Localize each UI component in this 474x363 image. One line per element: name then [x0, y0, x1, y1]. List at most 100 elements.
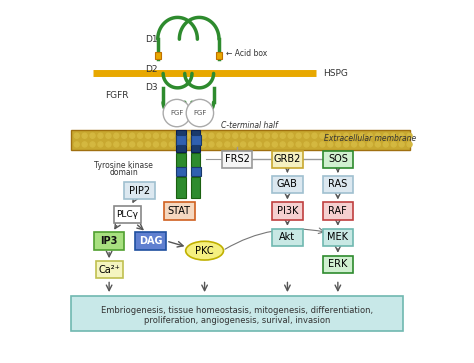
- Circle shape: [320, 142, 325, 147]
- Circle shape: [407, 133, 412, 138]
- Circle shape: [367, 133, 373, 138]
- Circle shape: [248, 133, 254, 138]
- Circle shape: [272, 142, 277, 147]
- FancyBboxPatch shape: [272, 176, 303, 193]
- FancyBboxPatch shape: [96, 261, 123, 278]
- FancyBboxPatch shape: [176, 153, 186, 167]
- Circle shape: [106, 133, 111, 138]
- Text: Tyrosine kinase: Tyrosine kinase: [94, 160, 153, 170]
- Circle shape: [114, 142, 119, 147]
- Circle shape: [264, 133, 269, 138]
- Circle shape: [375, 133, 380, 138]
- Circle shape: [209, 133, 214, 138]
- Circle shape: [90, 142, 95, 147]
- FancyBboxPatch shape: [176, 167, 186, 176]
- Circle shape: [233, 142, 238, 147]
- Text: domain: domain: [109, 168, 138, 177]
- FancyBboxPatch shape: [176, 177, 186, 198]
- Circle shape: [256, 142, 262, 147]
- Circle shape: [320, 133, 325, 138]
- Circle shape: [352, 142, 356, 147]
- Circle shape: [383, 142, 388, 147]
- Text: D2: D2: [145, 65, 158, 74]
- FancyBboxPatch shape: [216, 52, 222, 59]
- FancyBboxPatch shape: [191, 167, 201, 176]
- Circle shape: [312, 133, 317, 138]
- Circle shape: [233, 133, 238, 138]
- Circle shape: [256, 133, 262, 138]
- Circle shape: [193, 133, 198, 138]
- Text: GRB2: GRB2: [274, 154, 301, 164]
- Circle shape: [209, 142, 214, 147]
- Text: FGF: FGF: [193, 110, 207, 116]
- Circle shape: [185, 133, 190, 138]
- FancyBboxPatch shape: [322, 256, 353, 273]
- Circle shape: [352, 133, 356, 138]
- Circle shape: [288, 142, 293, 147]
- Circle shape: [217, 142, 222, 147]
- Text: C-terminal half: C-terminal half: [221, 121, 278, 130]
- Text: RAF: RAF: [328, 206, 347, 216]
- Circle shape: [201, 142, 206, 147]
- Circle shape: [74, 142, 79, 147]
- Text: D1: D1: [145, 35, 158, 44]
- Text: DAG: DAG: [139, 236, 162, 246]
- Circle shape: [312, 142, 317, 147]
- Text: HSPG: HSPG: [323, 69, 348, 78]
- Circle shape: [154, 142, 158, 147]
- Text: MEK: MEK: [328, 232, 348, 242]
- Circle shape: [399, 133, 404, 138]
- Circle shape: [177, 142, 182, 147]
- Circle shape: [304, 133, 309, 138]
- FancyBboxPatch shape: [191, 177, 200, 198]
- Circle shape: [336, 133, 341, 138]
- Circle shape: [193, 142, 198, 147]
- FancyBboxPatch shape: [176, 130, 186, 152]
- Circle shape: [344, 133, 349, 138]
- Circle shape: [217, 133, 222, 138]
- Circle shape: [399, 142, 404, 147]
- Circle shape: [98, 142, 103, 147]
- Circle shape: [359, 133, 365, 138]
- Ellipse shape: [186, 241, 224, 260]
- Circle shape: [82, 142, 87, 147]
- FancyBboxPatch shape: [322, 176, 353, 193]
- FancyBboxPatch shape: [94, 232, 125, 250]
- Circle shape: [130, 142, 135, 147]
- Circle shape: [391, 142, 396, 147]
- Text: PLCγ: PLCγ: [116, 210, 138, 219]
- FancyBboxPatch shape: [272, 203, 303, 220]
- Circle shape: [248, 142, 254, 147]
- Circle shape: [161, 133, 166, 138]
- FancyBboxPatch shape: [322, 229, 353, 246]
- FancyBboxPatch shape: [222, 151, 252, 168]
- Text: FGFR: FGFR: [106, 90, 129, 99]
- FancyBboxPatch shape: [135, 232, 166, 250]
- Circle shape: [328, 142, 333, 147]
- FancyBboxPatch shape: [164, 203, 195, 220]
- Circle shape: [161, 142, 166, 147]
- Circle shape: [391, 133, 396, 138]
- Circle shape: [359, 142, 365, 147]
- Circle shape: [130, 133, 135, 138]
- Circle shape: [169, 133, 174, 138]
- Circle shape: [137, 133, 143, 138]
- Circle shape: [201, 133, 206, 138]
- Text: Akt: Akt: [279, 232, 295, 242]
- FancyBboxPatch shape: [191, 130, 200, 152]
- Text: PIP2: PIP2: [129, 185, 150, 196]
- Circle shape: [272, 133, 277, 138]
- FancyBboxPatch shape: [191, 153, 200, 167]
- Circle shape: [225, 142, 230, 147]
- FancyBboxPatch shape: [272, 151, 303, 168]
- Circle shape: [122, 142, 127, 147]
- Text: proliferation, angiogenesis, surival, invasion: proliferation, angiogenesis, surival, in…: [144, 316, 330, 325]
- Circle shape: [264, 142, 269, 147]
- Text: PI3K: PI3K: [277, 206, 298, 216]
- Circle shape: [280, 133, 285, 138]
- Circle shape: [383, 133, 388, 138]
- Text: RAS: RAS: [328, 179, 347, 189]
- Circle shape: [82, 133, 87, 138]
- Circle shape: [163, 99, 191, 127]
- Circle shape: [154, 133, 158, 138]
